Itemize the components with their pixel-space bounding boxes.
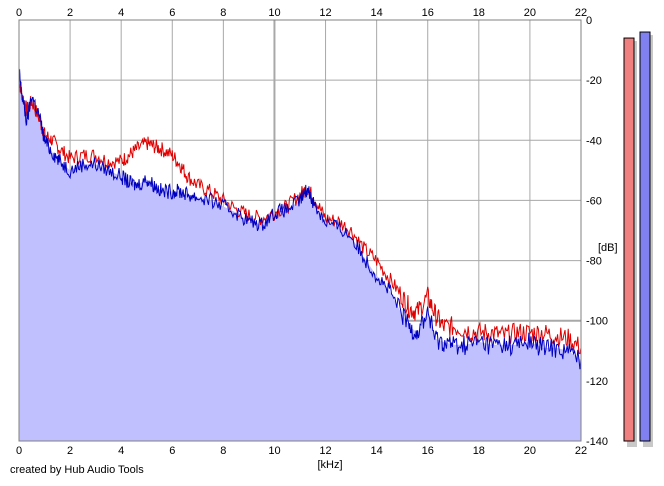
x-tick-label-top: 8	[220, 7, 226, 19]
x-tick-label-bottom: 18	[473, 445, 485, 457]
x-tick-label-top: 6	[169, 7, 175, 19]
x-tick-label-top: 0	[16, 7, 22, 19]
x-tick-label-bottom: 10	[268, 445, 280, 457]
x-tick-label-top: 20	[524, 7, 536, 19]
y-tick-labels: 0 -20 -40 -60 -80 -100 -120 -140	[586, 15, 608, 448]
y-tick-label: -120	[586, 376, 608, 388]
spectrum-area	[19, 71, 581, 441]
x-tick-label-top: 16	[422, 7, 434, 19]
y-tick-label: -40	[586, 135, 602, 147]
series-red-line	[18, 79, 582, 355]
series-blue-line	[18, 67, 582, 370]
level-meter-red	[623, 37, 635, 442]
x-tick-label-bottom: 4	[118, 445, 124, 457]
x-tick-label-top: 2	[67, 7, 73, 19]
y-tick-label: -100	[586, 316, 608, 328]
x-tick-label-top: 14	[371, 7, 383, 19]
x-tick-labels-top: 0 2 4 6 8 10 12 14 16 18 20 22	[16, 7, 587, 19]
x-tick-label-top: 10	[268, 7, 280, 19]
x-tick-label-bottom: 8	[220, 445, 226, 457]
x-tick-label-top: 18	[473, 7, 485, 19]
x-tick-label-top: 12	[319, 7, 331, 19]
y-tick-label: -20	[586, 75, 602, 87]
y-tick-label: 0	[586, 15, 592, 27]
x-tick-label-bottom: 0	[16, 445, 22, 457]
x-tick-label-bottom: 6	[169, 445, 175, 457]
plot-border	[18, 19, 582, 442]
x-tick-label-bottom: 12	[319, 445, 331, 457]
level-meter-blue	[639, 31, 651, 442]
y-tick-label: -60	[586, 195, 602, 207]
x-tick-labels-bottom: 0 2 4 6 8 10 12 14 16 18 20 22	[16, 445, 587, 457]
x-tick-label-top: 4	[118, 7, 124, 19]
y-tick-label: -80	[586, 256, 602, 268]
x-tick-label-bottom: 20	[524, 445, 536, 457]
plot-frame	[18, 19, 582, 442]
spectrum-lines	[18, 67, 582, 370]
x-tick-label-bottom: 22	[575, 445, 587, 457]
y-tick-label: -140	[586, 436, 608, 448]
x-tick-label-top: 22	[575, 7, 587, 19]
level-meters	[623, 31, 653, 448]
x-axis-label: [kHz]	[317, 459, 342, 471]
x-tick-label-bottom: 14	[371, 445, 383, 457]
spectrum-fill	[19, 71, 581, 441]
credit-text: created by Hub Audio Tools	[10, 464, 144, 476]
x-tick-label-bottom: 16	[422, 445, 434, 457]
x-tick-label-bottom: 2	[67, 445, 73, 457]
y-axis-label: [dB]	[598, 242, 618, 254]
